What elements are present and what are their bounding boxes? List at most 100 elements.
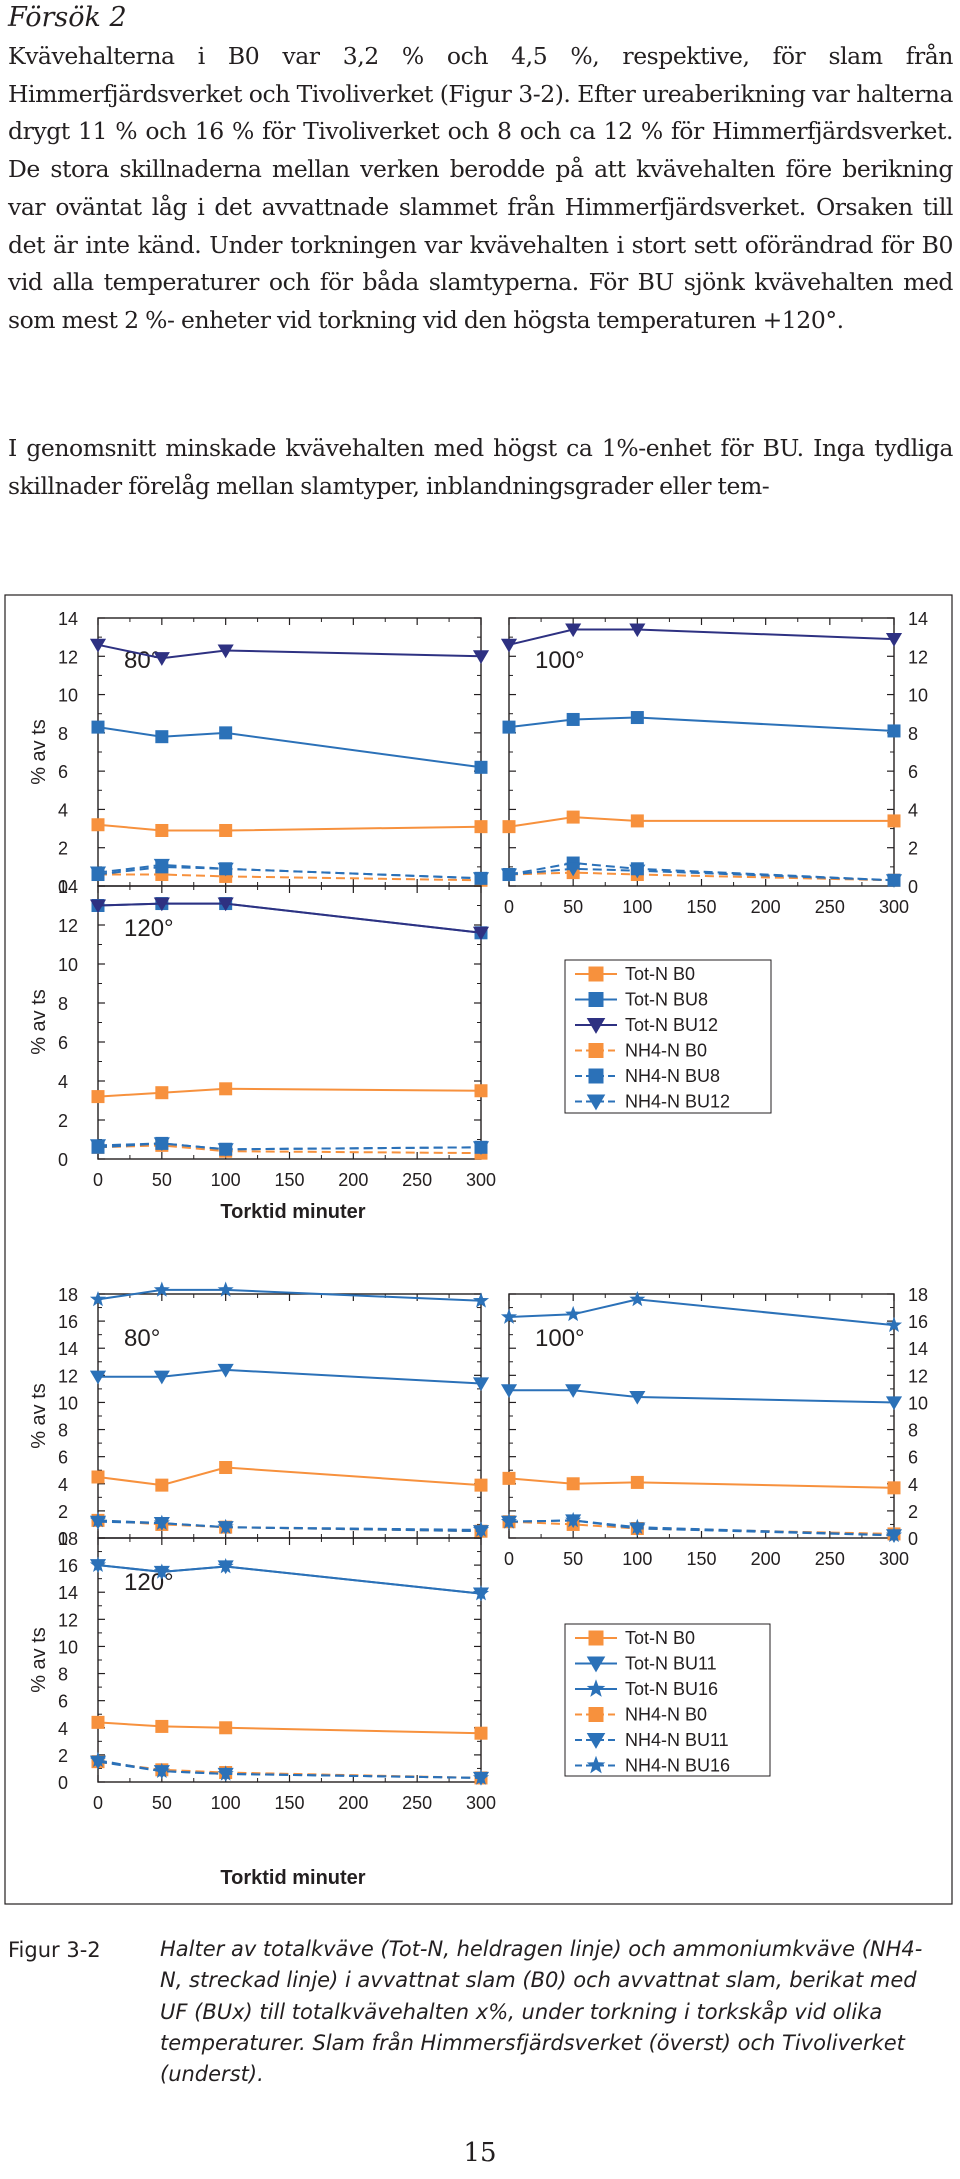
x-tick-label: 0 [93,1793,103,1813]
data-point-tot-n-bu11 [629,1390,646,1405]
series-line-tot-n-b0 [97,1087,482,1098]
x-tick-label: 300 [879,897,909,917]
data-point-tot-n-bu12 [217,644,234,659]
data-point-tot-n-b0 [630,1475,644,1489]
y-tick-label: 14 [58,609,78,629]
series-line-tot-n-b0 [508,1477,895,1489]
data-point-tot-n-b0 [474,1726,488,1740]
y-tick-label: 8 [908,724,918,744]
data-point-tot-n-bu11 [217,1363,234,1378]
series-line-tot-n-bu11 [509,1389,895,1404]
legend-marker-nh4-n-b0 [588,1043,604,1058]
data-point-tot-n-b0 [474,1084,488,1098]
legend-box [564,959,772,1114]
data-point-nh4-n-bu16 [472,1521,490,1537]
caption-text: Halter av totalkväve (Tot-N, heldragen l… [160,1937,923,2087]
data-point-tot-n-bu12 [472,926,490,941]
data-point-nh4-n-bu16 [500,1513,518,1529]
data-point-tot-n-bu11 [89,1370,107,1385]
y-tick-label: 4 [908,1475,918,1495]
x-tick-label: 250 [402,1170,432,1190]
body-paragraph-2: I genomsnitt minskade kvävehalten med hö… [8,434,953,500]
y-tick-label: 6 [908,1448,918,1468]
data-point-tot-n-b0 [502,1471,516,1485]
y-tick-label: 0 [908,1529,918,1549]
series-line-tot-n-b0 [97,823,482,832]
legend-label-tot-n-b0: Tot-N B0 [625,964,695,984]
y-tick-label: 8 [58,724,68,744]
temperature-label: 120° [124,915,174,942]
x-tick-label: 200 [338,1793,368,1813]
legend-label-tot-n-b0: Tot-N B0 [625,1628,695,1648]
x-tick-label: 0 [93,1170,103,1190]
y-tick-label: 2 [908,839,918,859]
data-point-tot-n-b0 [502,820,516,834]
data-point-nh4-n-bu16 [217,1518,234,1534]
y-tick-label: 14 [58,877,78,897]
y-tick-label: 10 [58,686,78,706]
data-point-tot-n-bu11 [472,1377,490,1392]
y-tick-label: 6 [58,1033,68,1053]
temperature-label: 100° [535,647,585,674]
data-point-tot-n-bu12 [89,899,107,914]
y-tick-label: 0 [58,877,68,897]
panel-himmerfj-rdsverket-100: 0 2 4 6 8 10 12 14 0 50 100 150 200 250 300 100° [500,609,928,917]
data-point-tot-n-b0 [887,814,901,828]
page-number: 15 [463,2138,497,2168]
x-tick-label: 50 [152,1170,172,1190]
data-point-nh4-n-bu12 [89,866,107,881]
data-point-tot-n-bu8 [474,760,488,774]
data-point-nh4-n-bu12 [217,862,234,877]
panel-tivoliverket-100: 0 2 4 6 8 10 12 14 16 18 0 50 100 150 200 250 300 100° [500,1285,928,1569]
x-tick-label: 150 [274,1793,304,1813]
y-tick-label: 0 [908,877,918,897]
x-tick-label: 100 [211,1793,241,1813]
y-tick-label: 12 [58,1366,78,1386]
series-line-tot-n-bu12 [97,643,482,660]
data-point-nh4-n-bu16 [885,1526,903,1543]
data-point-nh4-n-bu12 [89,1139,107,1154]
temperature-label: 100° [535,1325,585,1352]
data-point-nh4-n-bu12 [217,1143,234,1157]
x-tick-label: 300 [879,1549,909,1569]
data-point-tot-n-bu8 [91,720,105,734]
y-tick-label: 4 [58,800,68,820]
x-tick-label: 100 [622,897,652,917]
data-point-tot-n-bu16 [217,1281,234,1297]
data-point-tot-n-bu16 [885,1316,903,1333]
series-line-nh4-n-b0 [508,871,895,882]
temperature-label: 80° [124,1325,160,1352]
series-line-nh4-n-b0 [98,873,482,882]
x-tick-label: 0 [504,1549,514,1569]
x-tick-label: 200 [751,897,781,917]
data-point-tot-n-b0 [155,1478,169,1492]
data-point-tot-n-bu16 [472,1292,490,1308]
data-point-nh4-n-bu16 [89,1511,107,1528]
data-point-tot-n-b0 [219,1721,233,1735]
y-tick-label: 4 [58,1719,68,1739]
legend-marker-nh4-n-b0 [588,1707,604,1722]
legend-marker-tot-n-bu11 [586,1656,606,1673]
legend-marker-tot-n-b0 [588,1630,604,1646]
x-tick-label: 0 [504,897,514,917]
data-point-tot-n-bu12 [629,623,646,638]
data-point-tot-n-b0 [219,823,233,837]
x-tick-label: 150 [274,1170,304,1190]
data-point-tot-n-b0 [566,810,580,824]
y-tick-label: 2 [58,839,68,859]
y-tick-label: 10 [58,1393,78,1413]
legend-box [564,1623,771,1777]
data-point-tot-n-bu16 [472,1585,490,1601]
data-point-tot-n-bu16 [629,1290,646,1307]
data-point-tot-n-b0 [474,1478,488,1492]
series-line-nh4-n-bu12 [97,1142,482,1151]
data-point-tot-n-bu8 [155,730,169,744]
legend-label-nh4-n-b0: NH4-N B0 [625,1041,707,1061]
data-point-tot-n-bu8 [566,712,580,726]
y-tick-label: 6 [58,762,68,782]
data-point-tot-n-bu11 [500,1384,518,1398]
data-point-nh4-n-bu12 [629,864,646,879]
